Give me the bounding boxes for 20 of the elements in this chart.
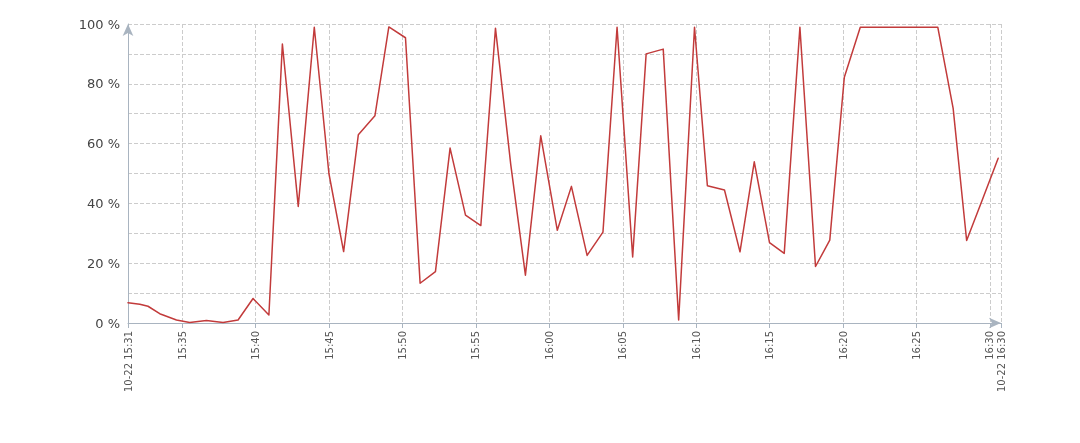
y-tick-label: 60 %: [86, 136, 120, 152]
x-tick-label: 16:05: [617, 331, 629, 360]
x-tick-label: 15:40: [250, 331, 262, 360]
y-tick-label: 20 %: [86, 255, 120, 271]
x-tick-label: 10-22 15:31: [122, 331, 134, 393]
x-tick-label: 16:30: [984, 331, 996, 360]
x-tick-label: 16:15: [764, 331, 776, 360]
x-tick-label: 16:10: [690, 331, 702, 360]
y-tick-label: 80 %: [86, 76, 120, 92]
y-tick-label: 100 %: [78, 16, 120, 32]
y-tick-label: 0 %: [95, 315, 120, 331]
y-tick-label: 40 %: [86, 195, 120, 211]
x-tick-label: 16:00: [543, 331, 555, 360]
x-tick-label: 15:50: [396, 331, 408, 360]
x-tick-label: 16:25: [911, 331, 923, 360]
x-tick-label: 15:35: [176, 331, 188, 360]
x-tick-label: 15:55: [470, 331, 482, 360]
x-tick-label: 15:45: [323, 331, 335, 360]
x-tick-label: 10-22 16:30: [995, 331, 1007, 393]
x-tick-label: 16:20: [837, 331, 849, 360]
